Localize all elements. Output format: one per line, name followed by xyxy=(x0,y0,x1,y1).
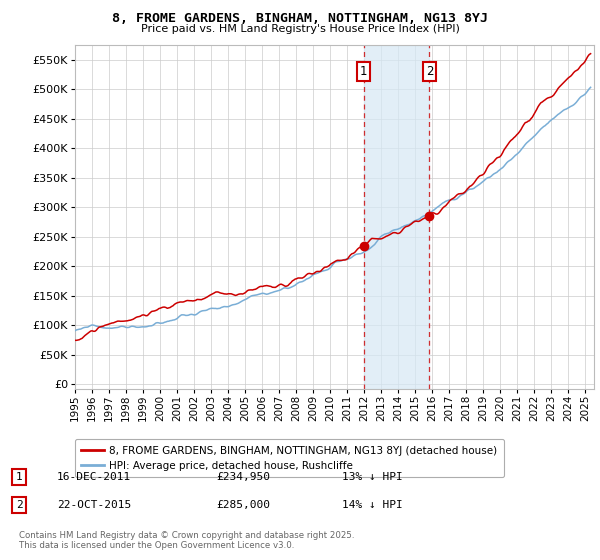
Text: 13% ↓ HPI: 13% ↓ HPI xyxy=(342,472,403,482)
Text: Contains HM Land Registry data © Crown copyright and database right 2025.
This d: Contains HM Land Registry data © Crown c… xyxy=(19,530,355,550)
Text: Price paid vs. HM Land Registry's House Price Index (HPI): Price paid vs. HM Land Registry's House … xyxy=(140,24,460,34)
Text: 8, FROME GARDENS, BINGHAM, NOTTINGHAM, NG13 8YJ: 8, FROME GARDENS, BINGHAM, NOTTINGHAM, N… xyxy=(112,12,488,25)
Text: £285,000: £285,000 xyxy=(216,500,270,510)
Text: 2: 2 xyxy=(16,500,23,510)
Text: 2: 2 xyxy=(426,65,433,78)
Bar xyxy=(364,45,430,389)
Text: 16-DEC-2011: 16-DEC-2011 xyxy=(57,472,131,482)
Text: 22-OCT-2015: 22-OCT-2015 xyxy=(57,500,131,510)
Text: 1: 1 xyxy=(360,65,367,78)
Text: 14% ↓ HPI: 14% ↓ HPI xyxy=(342,500,403,510)
Text: 1: 1 xyxy=(16,472,23,482)
Legend: 8, FROME GARDENS, BINGHAM, NOTTINGHAM, NG13 8YJ (detached house), HPI: Average p: 8, FROME GARDENS, BINGHAM, NOTTINGHAM, N… xyxy=(75,439,504,477)
Text: £234,950: £234,950 xyxy=(216,472,270,482)
